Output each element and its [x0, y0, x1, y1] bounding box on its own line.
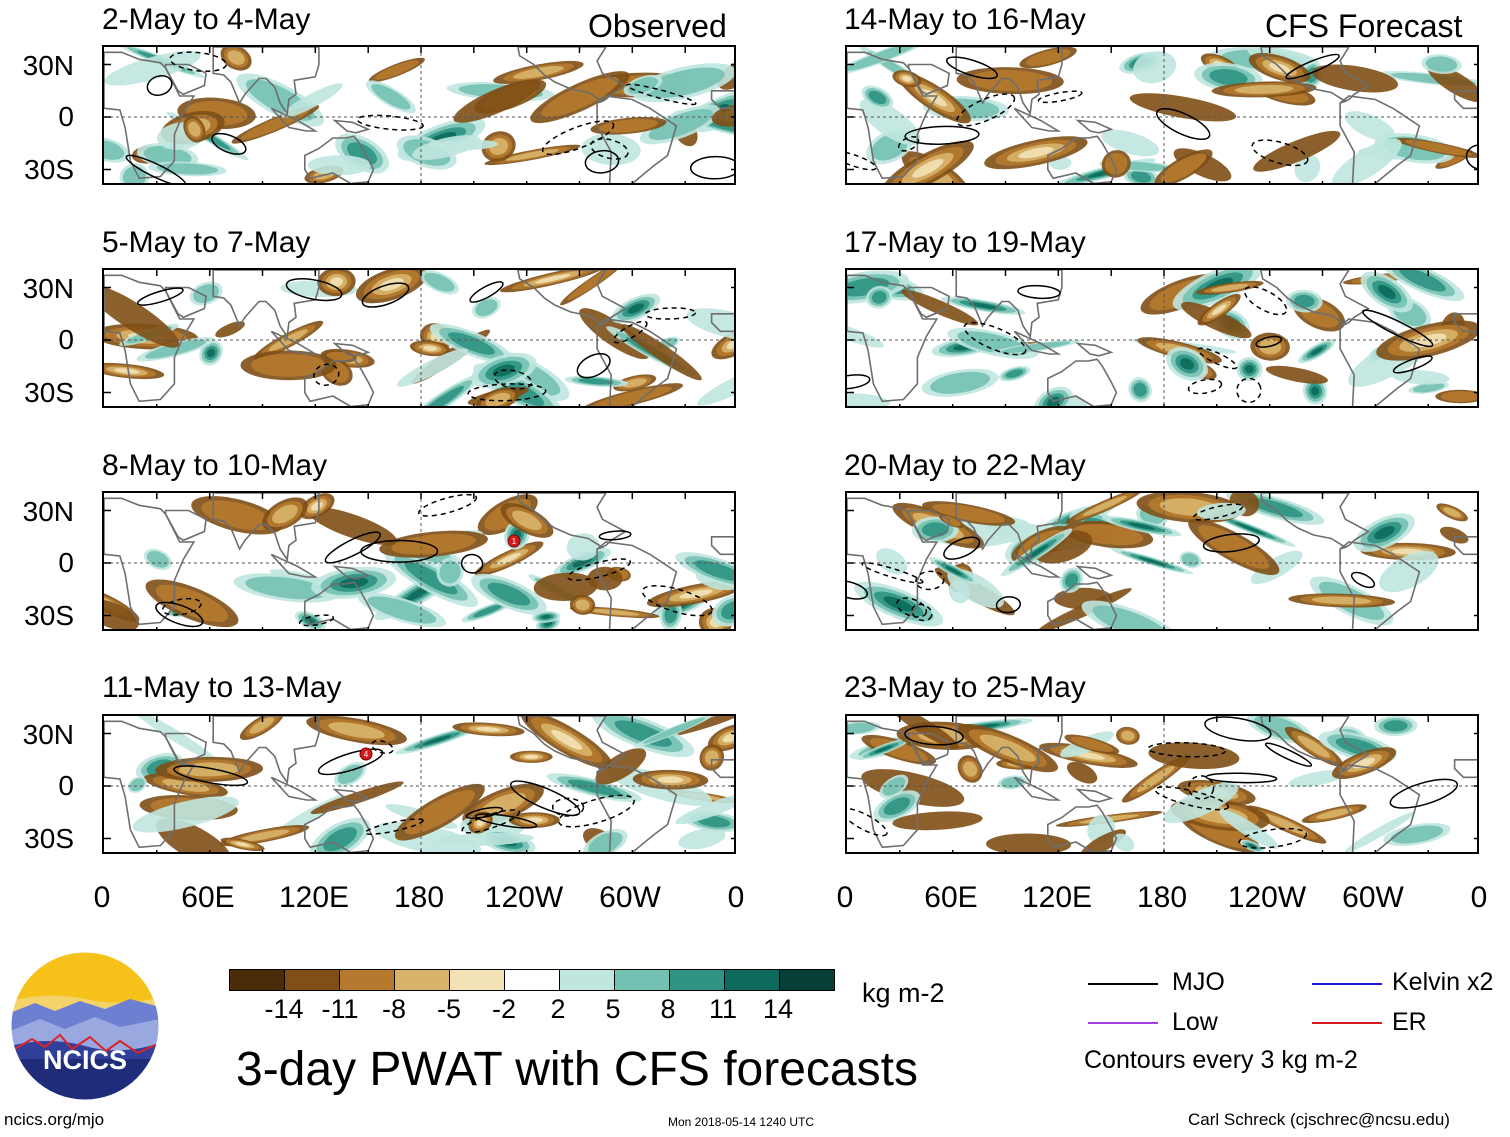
colorbar-box: [394, 969, 450, 991]
colorbar-box: [449, 969, 505, 991]
colorbar-box: [669, 969, 725, 991]
storm-marker: 1: [507, 534, 521, 548]
lon-label: 120W: [484, 881, 564, 914]
legend-line-mjo: [1088, 983, 1158, 985]
lat-label: 30N: [22, 50, 74, 81]
map-panel-forecast-2: [845, 268, 1479, 408]
lon-label: 60E: [181, 881, 235, 914]
colorbar-tick: -8: [381, 994, 406, 1024]
lat-label: 0: [58, 101, 74, 132]
lat-label: 0: [58, 770, 74, 801]
map-panel-observed-3: 1: [102, 491, 736, 631]
pwat-map: [847, 493, 1477, 629]
colorbar-tick: -11: [321, 994, 359, 1024]
lon-label: 180: [1136, 881, 1188, 914]
map-panel-observed-2: [102, 268, 736, 408]
pwat-map: [104, 47, 734, 183]
colorbar-box: [504, 969, 560, 991]
lon-label: 180: [393, 881, 445, 914]
lon-label: 0: [1470, 881, 1488, 914]
panel-title: 17-May to 19-May: [844, 226, 1086, 259]
storm-marker-label: 1: [512, 537, 517, 546]
lon-label: 0: [93, 881, 111, 914]
lat-label: 30N: [22, 719, 74, 750]
footer-timestamp: Mon 2018-05-14 1240 UTC: [668, 1115, 815, 1129]
panel-title: 11-May to 13-May: [102, 671, 342, 704]
colorbar-tick: -14: [264, 994, 304, 1024]
colorbar-tick: 14: [762, 994, 794, 1024]
lat-label: 30S: [24, 154, 74, 185]
lon-label: 0: [727, 881, 745, 914]
colorbar-units: kg m-2: [862, 978, 945, 1008]
logo-text: NCICS: [43, 1045, 127, 1075]
legend-line-low: [1088, 1022, 1158, 1024]
legend-line-kelvin: [1312, 983, 1382, 985]
ncics-logo: NCICS: [10, 951, 160, 1101]
legend-note: Contours every 3 kg m-2: [1084, 1046, 1358, 1074]
lon-label: 60E: [924, 881, 978, 914]
colorbar-box: [339, 969, 395, 991]
lat-label: 0: [58, 547, 74, 578]
map-panel-observed-4: 4: [102, 714, 736, 854]
colorbar-box: [559, 969, 615, 991]
lon-label: 120W: [1227, 881, 1307, 914]
observed-label: Observed: [588, 8, 727, 44]
colorbar-box: [724, 969, 780, 991]
lon-label: 0: [836, 881, 854, 914]
map-panel-observed-1: [102, 45, 736, 185]
map-panel-forecast-1: [845, 45, 1479, 185]
map-panel-forecast-4: [845, 714, 1479, 854]
panel-title: 5-May to 7-May: [102, 226, 311, 259]
footer-author: Carl Schreck (cjschrec@ncsu.edu): [1188, 1110, 1450, 1129]
pwat-map: [847, 47, 1477, 183]
lon-label: 60W: [599, 881, 661, 914]
colorbar-tick: 8: [660, 994, 676, 1024]
colorbar-tick: 5: [605, 994, 621, 1024]
legend-label-kelvin: Kelvin x2: [1392, 968, 1494, 996]
pwat-map: 1: [104, 493, 734, 629]
panel-title: 14-May to 16-May: [844, 3, 1086, 36]
panel-title: 8-May to 10-May: [102, 449, 328, 482]
footer-url[interactable]: ncics.org/mjo: [4, 1110, 105, 1129]
panel-title: 20-May to 22-May: [844, 449, 1086, 482]
colorbar-tick: 11: [708, 994, 738, 1024]
lat-label: 30N: [22, 496, 74, 527]
panel-title: 2-May to 4-May: [102, 3, 311, 36]
panel-title: 23-May to 25-May: [844, 671, 1086, 704]
colorbar-box: [229, 969, 285, 991]
storm-marker: 4: [359, 747, 373, 761]
colorbar-tick: -2: [491, 994, 516, 1024]
legend-label-er: ER: [1392, 1008, 1427, 1036]
lon-label: 120E: [1021, 881, 1093, 914]
lat-label: 0: [58, 324, 74, 355]
lat-label: 30S: [24, 377, 74, 408]
map-panel-forecast-3: [845, 491, 1479, 631]
colorbar-tick: -5: [436, 994, 461, 1024]
colorbar-box: [779, 969, 835, 991]
forecast-label: CFS Forecast: [1265, 8, 1463, 44]
lat-label: 30S: [24, 823, 74, 854]
colorbar-box: [614, 969, 670, 991]
pwat-map: [104, 270, 734, 406]
pwat-map: 4: [104, 716, 734, 852]
storm-marker-label: 4: [364, 750, 369, 759]
pwat-map: [847, 716, 1477, 852]
legend-line-er: [1312, 1022, 1382, 1024]
colorbar-box: [284, 969, 340, 991]
legend-label-low: Low: [1172, 1008, 1218, 1036]
pwat-map: [847, 270, 1477, 406]
lat-label: 30N: [22, 273, 74, 304]
lat-label: 30S: [24, 600, 74, 631]
lon-label: 60W: [1342, 881, 1404, 914]
lon-label: 120E: [278, 881, 350, 914]
colorbar-tick: 2: [550, 994, 566, 1024]
legend-label-mjo: MJO: [1172, 968, 1225, 996]
figure-title: 3-day PWAT with CFS forecasts: [236, 1043, 918, 1096]
